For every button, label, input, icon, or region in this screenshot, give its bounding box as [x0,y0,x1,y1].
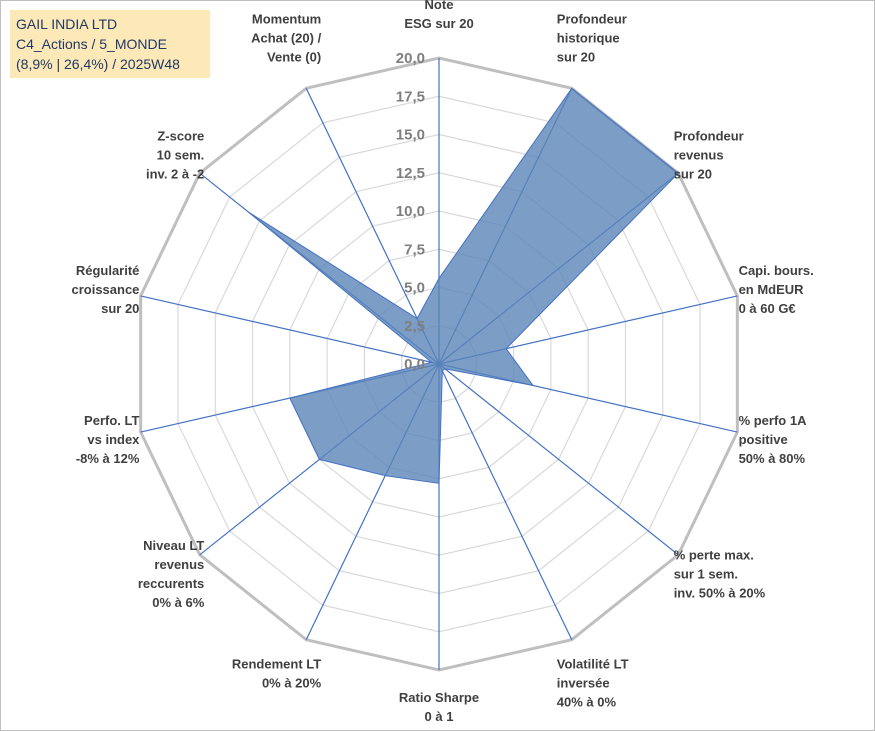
tick-label: 2,5 [404,318,425,335]
axis-label-line: revenus [154,557,204,572]
axis-label-line: Capi. bours. [739,263,814,278]
axis-label-line: Momentum [252,11,321,26]
axis-label-line: Volatilité LT [557,657,629,672]
radial-tick-labels: 0,0 2,5 5,0 7,5 10,0 12,5 15,0 17,5 20,0 [396,50,425,373]
axis-label-line: inversée [557,676,610,691]
axis-label-line: Note [425,0,454,12]
axis-label: Capi. bours. en MdEUR 0 à 60 G€ [739,263,814,316]
axis-label-line: Z-score [157,129,204,144]
tick-label: 0,0 [404,356,425,373]
axis-label-line: vs index [87,432,140,447]
axis-label-line: Rendement LT [232,657,321,672]
axis-label: Ratio Sharpe 0 à 1 [399,690,479,724]
axis-label-line: Ratio Sharpe [399,690,479,705]
axis-label: Profondeur historique sur 20 [557,11,627,64]
axis-label-line: sur 1 sem. [674,566,738,581]
axis-label-line: 40% à 0% [557,695,617,710]
axis-label-line: -8% à 12% [76,451,140,466]
axis-label-line: % perte max. [674,547,754,562]
axis-label-line: Achat (20) / [251,30,321,45]
axis-label-line: % perfo 1A [739,413,808,428]
axis-label-line: 0% à 6% [152,595,204,610]
axis-label-line: en MdEUR [739,282,805,297]
axis-label: Momentum Achat (20) / Vente (0) [251,11,321,64]
axis-label-line: Vente (0) [267,49,321,64]
axis-spoke [438,363,679,556]
chart-header: GAIL INDIA LTD C4_Actions / 5_MONDE (8,9… [10,10,210,78]
axis-label: Régularité croissance sur 20 [71,263,139,316]
axis-label: % perte max. sur 1 sem. inv. 50% à 20% [674,547,766,600]
axis-label: Z-score 10 sem. inv. 2 à -2 [146,129,204,182]
axis-label: Niveau LT revenus reccurents 0% à 6% [138,538,205,610]
axis-spoke [140,295,440,365]
axis-label-line: positive [739,432,788,447]
axis-label: Profondeur revenus sur 20 [674,129,744,182]
axis-label-line: reccurents [138,576,204,591]
axis-label-line: ESG sur 20 [404,16,473,31]
axis-label: Note ESG sur 20 [404,0,473,31]
axis-label-line: 0% à 20% [262,676,322,691]
axis-label-line: 50% à 80% [739,451,806,466]
axis-label-line: Niveau LT [143,538,204,553]
portfolio-category: C4_Actions / 5_MONDE [16,36,167,52]
axis-label-line: inv. 2 à -2 [146,167,204,182]
axis-label-line: 0 à 60 G€ [739,301,796,316]
axis-label-line: sur 20 [101,301,139,316]
tick-label: 20,0 [396,50,425,67]
tick-label: 10,0 [396,203,425,220]
tick-label: 17,5 [396,88,425,105]
axis-label-line: inv. 50% à 20% [674,585,766,600]
axis-label-line: historique [557,30,620,45]
axis-label-line: revenus [674,148,724,163]
tick-label: 15,0 [396,127,425,144]
axis-spoke [438,363,573,640]
axis-label: % perfo 1A positive 50% à 80% [739,413,808,466]
series-area [248,87,679,484]
axis-label-line: croissance [71,282,139,297]
tick-label: 7,5 [404,241,425,258]
axis-label-line: Perfo. LT [84,413,139,428]
axis-label-line: Profondeur [557,11,627,26]
axis-labels: Note ESG sur 20 Profondeur historique sur 20… [71,0,813,724]
axis-label: Rendement LT 0% à 20% [232,657,322,691]
tick-label: 5,0 [404,280,425,297]
tick-label: 12,5 [396,165,425,182]
axis-label-line: 0 à 1 [425,709,454,724]
axis-label-line: Profondeur [674,129,744,144]
radar-series [248,87,679,484]
axis-label-line: sur 20 [674,167,712,182]
axis-label: Volatilité LT inversée 40% à 0% [557,657,629,710]
company-name: GAIL INDIA LTD [16,16,118,32]
axis-label-line: 10 sem. [157,148,205,163]
axis-label-line: sur 20 [557,49,595,64]
performance-period: (8,9% | 26,4%) / 2025W48 [16,56,180,72]
axis-label: Perfo. LT vs index -8% à 12% [76,413,140,466]
axis-label-line: Régularité [76,263,140,278]
